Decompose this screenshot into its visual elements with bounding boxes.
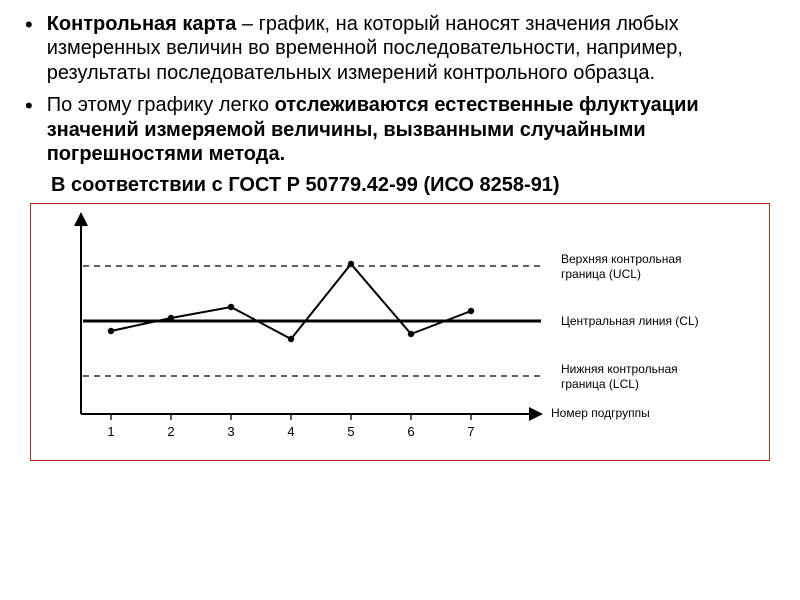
svg-text:1: 1 (107, 424, 114, 439)
para-2-lead: По этому графику легко (47, 94, 275, 116)
svg-text:6: 6 (407, 424, 414, 439)
term-bold: Контрольная карта (47, 13, 237, 35)
svg-text:5: 5 (347, 424, 354, 439)
bullet-2: • По этому графику легко отслеживаются е… (25, 93, 775, 166)
svg-text:4: 4 (287, 424, 294, 439)
svg-text:Центральная линия (CL): Центральная линия (CL) (561, 314, 699, 328)
control-chart: 1 2 3 4 5 6 7 Верхняя контрольнаяграница (UCL) Ц… (30, 203, 770, 461)
svg-text:граница (UCL): граница (UCL) (561, 267, 641, 281)
svg-text:Верхняя контрольная: Верхняя контрольная (561, 252, 682, 266)
control-chart-svg: 1 2 3 4 5 6 7 Верхняя контрольнаяграница (UCL) Ц… (31, 204, 769, 460)
para-1: Контрольная карта – график, на который н… (47, 12, 775, 85)
bullet-dot: • (25, 95, 33, 166)
bullet-1: • Контрольная карта – график, на который… (25, 12, 775, 85)
svg-text:Номер подгруппы: Номер подгруппы (551, 406, 650, 420)
svg-text:2: 2 (167, 424, 174, 439)
gost-heading: В соответствии с ГОСТ Р 50779.42-99 (ИСО… (51, 174, 775, 197)
svg-text:7: 7 (467, 424, 474, 439)
svg-text:граница (LCL): граница (LCL) (561, 377, 639, 391)
svg-text:3: 3 (227, 424, 234, 439)
svg-text:Нижняя контрольная: Нижняя контрольная (561, 362, 678, 376)
para-2: По этому графику легко отслеживаются ест… (47, 93, 775, 166)
bullet-dot: • (25, 14, 33, 85)
